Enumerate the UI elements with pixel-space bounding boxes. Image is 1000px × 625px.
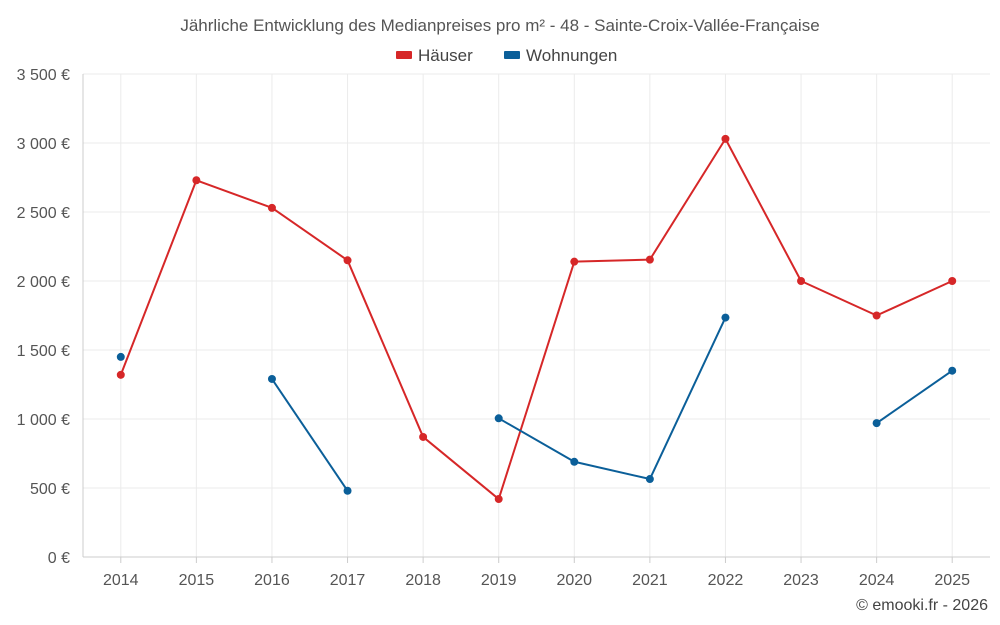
y-tick-label: 3 500 €: [17, 67, 70, 84]
x-tick-label: 2022: [708, 572, 744, 589]
series-line-wohnungen: [876, 369, 953, 424]
x-tick-label: 2019: [481, 572, 517, 589]
x-tick-label: 2020: [556, 572, 592, 589]
legend-item-wohnungen[interactable]: Wohnungen: [504, 46, 617, 65]
x-tick-label: 2016: [254, 572, 290, 589]
data-point-wohnungen[interactable]: [116, 352, 125, 361]
data-point-wohnungen[interactable]: [267, 374, 276, 383]
data-point-haeuser[interactable]: [721, 134, 730, 143]
data-point-haeuser[interactable]: [494, 495, 503, 504]
data-point-haeuser[interactable]: [570, 257, 579, 266]
data-point-wohnungen[interactable]: [494, 414, 503, 423]
x-tick-label: 2014: [103, 572, 139, 589]
data-point-haeuser[interactable]: [419, 432, 428, 441]
data-point-haeuser[interactable]: [116, 370, 125, 379]
x-tick-label: 2023: [783, 572, 819, 589]
x-tick-label: 2015: [179, 572, 215, 589]
x-tick-label: 2017: [330, 572, 366, 589]
data-point-wohnungen[interactable]: [872, 419, 881, 428]
credit-text: © emooki.fr - 2026: [856, 597, 988, 614]
data-point-wohnungen[interactable]: [948, 366, 957, 375]
data-point-haeuser[interactable]: [872, 311, 881, 320]
data-point-haeuser[interactable]: [192, 176, 201, 185]
y-tick-label: 500 €: [30, 481, 70, 498]
legend-label: Häuser: [418, 46, 473, 65]
series-line-wohnungen: [271, 378, 349, 492]
y-tick-label: 3 000 €: [17, 136, 70, 153]
data-point-haeuser[interactable]: [267, 203, 276, 212]
x-tick-label: 2025: [934, 572, 970, 589]
y-tick-label: 1 000 €: [17, 412, 70, 429]
y-tick-label: 1 500 €: [17, 343, 70, 360]
x-tick-label: 2021: [632, 572, 668, 589]
data-point-haeuser[interactable]: [797, 277, 806, 285]
series-line-wohnungen: [498, 317, 727, 481]
legend-label: Wohnungen: [526, 46, 617, 65]
series-group: [116, 134, 957, 504]
chart-title: Jährliche Entwicklung des Medianpreises …: [180, 16, 819, 35]
x-tick-label: 2024: [859, 572, 895, 589]
legend: Häuser Wohnungen: [396, 46, 617, 65]
data-point-wohnungen[interactable]: [343, 486, 352, 495]
data-point-wohnungen[interactable]: [645, 475, 654, 484]
data-point-wohnungen[interactable]: [570, 457, 579, 466]
legend-item-haeuser[interactable]: Häuser: [396, 46, 473, 65]
data-point-wohnungen[interactable]: [721, 313, 730, 322]
series-haeuser: [116, 134, 957, 504]
legend-swatch: [396, 51, 412, 59]
series-line-haeuser: [119, 137, 953, 501]
data-point-haeuser[interactable]: [343, 256, 352, 265]
legend-swatch: [504, 51, 520, 59]
y-tick-label: 2 000 €: [17, 274, 70, 291]
data-point-haeuser[interactable]: [948, 277, 957, 285]
y-tick-label: 2 500 €: [17, 205, 70, 222]
y-tick-label: 0 €: [48, 550, 70, 567]
x-tick-label: 2018: [405, 572, 441, 589]
gridlines: [83, 73, 990, 557]
data-point-haeuser[interactable]: [645, 255, 654, 264]
axes: 0 € 500 € 1 000 € 1 500 € 2 000 € 2 500 € 3 00…: [17, 67, 990, 589]
series-wohnungen: [116, 313, 957, 495]
